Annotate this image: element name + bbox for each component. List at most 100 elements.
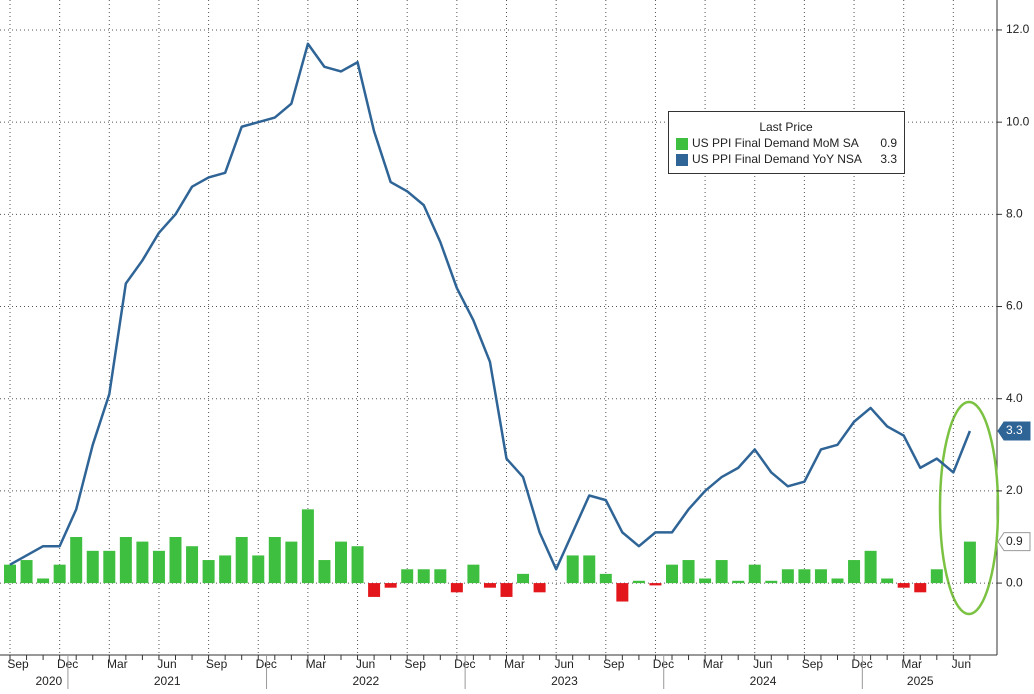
y-tick-label: 2.0 — [1006, 483, 1023, 497]
bar — [765, 580, 778, 584]
y-tick-label: 12.0 — [1006, 22, 1030, 36]
bar — [632, 580, 645, 584]
x-tick-label: Sep — [603, 657, 625, 671]
bar — [748, 564, 761, 584]
x-tick-label: Mar — [901, 657, 922, 671]
legend-box — [668, 111, 905, 174]
bar — [285, 541, 298, 584]
x-tick-label: Jun — [952, 657, 971, 671]
x-tick-label: Jun — [157, 657, 176, 671]
bar — [235, 536, 248, 584]
last-value-tag — [997, 421, 1031, 441]
bar — [500, 583, 513, 597]
bar — [301, 509, 314, 584]
bar — [533, 583, 546, 593]
bar — [119, 536, 132, 584]
x-tick-label: Jun — [753, 657, 772, 671]
bar — [268, 536, 281, 584]
x-tick-label: Mar — [703, 657, 724, 671]
bar — [963, 541, 976, 584]
bar — [136, 541, 149, 584]
bar — [649, 583, 662, 586]
y-tick-label: 6.0 — [1006, 299, 1023, 313]
bar — [219, 555, 232, 584]
legend-label: US PPI Final Demand YoY NSA — [692, 152, 862, 166]
x-tick-label: Sep — [405, 657, 427, 671]
bar — [103, 550, 116, 584]
legend-label: US PPI Final Demand MoM SA — [692, 136, 859, 150]
bar — [583, 555, 596, 584]
bar — [37, 578, 50, 584]
last-value-label: 0.9 — [1006, 534, 1023, 548]
last-value-label: 3.3 — [1006, 423, 1023, 437]
x-tick-label: Sep — [802, 657, 824, 671]
x-tick-label: Mar — [306, 657, 327, 671]
bar — [831, 578, 844, 584]
x-tick-label: Sep — [7, 657, 29, 671]
y-tick-label: 0.0 — [1006, 575, 1023, 589]
legend-value: 3.3 — [880, 152, 897, 166]
bar — [616, 583, 629, 602]
bar — [914, 583, 927, 593]
x-tick-label: Mar — [504, 657, 525, 671]
bar — [699, 578, 712, 584]
bar — [467, 564, 480, 584]
year-label: 2024 — [750, 674, 777, 688]
x-tick-label: Sep — [206, 657, 228, 671]
bar — [318, 560, 331, 584]
last-value-tag — [997, 532, 1031, 552]
bar — [202, 560, 215, 584]
bar — [517, 573, 530, 584]
bar — [86, 550, 99, 584]
bar — [20, 560, 33, 584]
year-label: 2022 — [352, 674, 379, 688]
highlight-ellipse — [938, 400, 1000, 616]
bar — [53, 564, 66, 584]
bar — [715, 560, 728, 584]
year-label: 2021 — [154, 674, 181, 688]
x-tick-label: Jun — [356, 657, 375, 671]
legend-title: Last Price — [759, 120, 813, 134]
bar — [483, 583, 496, 588]
bar — [881, 578, 894, 584]
bar — [335, 541, 347, 584]
y-tick-label: 4.0 — [1006, 391, 1023, 405]
y-tick-label: 10.0 — [1006, 114, 1030, 128]
bar — [252, 555, 265, 584]
bar — [848, 560, 861, 584]
legend-swatch — [676, 138, 688, 150]
year-label: 2025 — [907, 674, 934, 688]
bar — [599, 573, 612, 584]
year-label: 2020 — [35, 674, 62, 688]
x-tick-label: Jun — [554, 657, 573, 671]
bar — [864, 550, 877, 584]
bar — [351, 546, 364, 584]
bar — [186, 546, 199, 584]
legend-value: 0.9 — [880, 136, 897, 150]
bar — [401, 569, 414, 584]
bar — [682, 560, 695, 584]
bar — [4, 564, 16, 584]
line — [9, 42, 972, 571]
x-tick-label: Mar — [107, 657, 128, 671]
bar — [152, 550, 165, 584]
bar — [384, 583, 397, 588]
bar — [798, 569, 811, 584]
legend-swatch — [676, 154, 688, 166]
bar — [566, 555, 579, 584]
bar — [930, 569, 943, 584]
legend: Last Price US PPI Final Demand MoM SA 0.9… — [668, 111, 905, 174]
y-tick-label: 8.0 — [1006, 207, 1023, 221]
bar — [70, 536, 83, 584]
bar — [434, 569, 447, 584]
bar — [417, 569, 430, 584]
bar — [666, 564, 678, 584]
bar — [732, 580, 745, 584]
bar — [450, 583, 463, 593]
bar — [897, 583, 910, 588]
bar — [814, 569, 827, 584]
year-label: 2023 — [551, 674, 578, 688]
bar — [781, 569, 794, 584]
